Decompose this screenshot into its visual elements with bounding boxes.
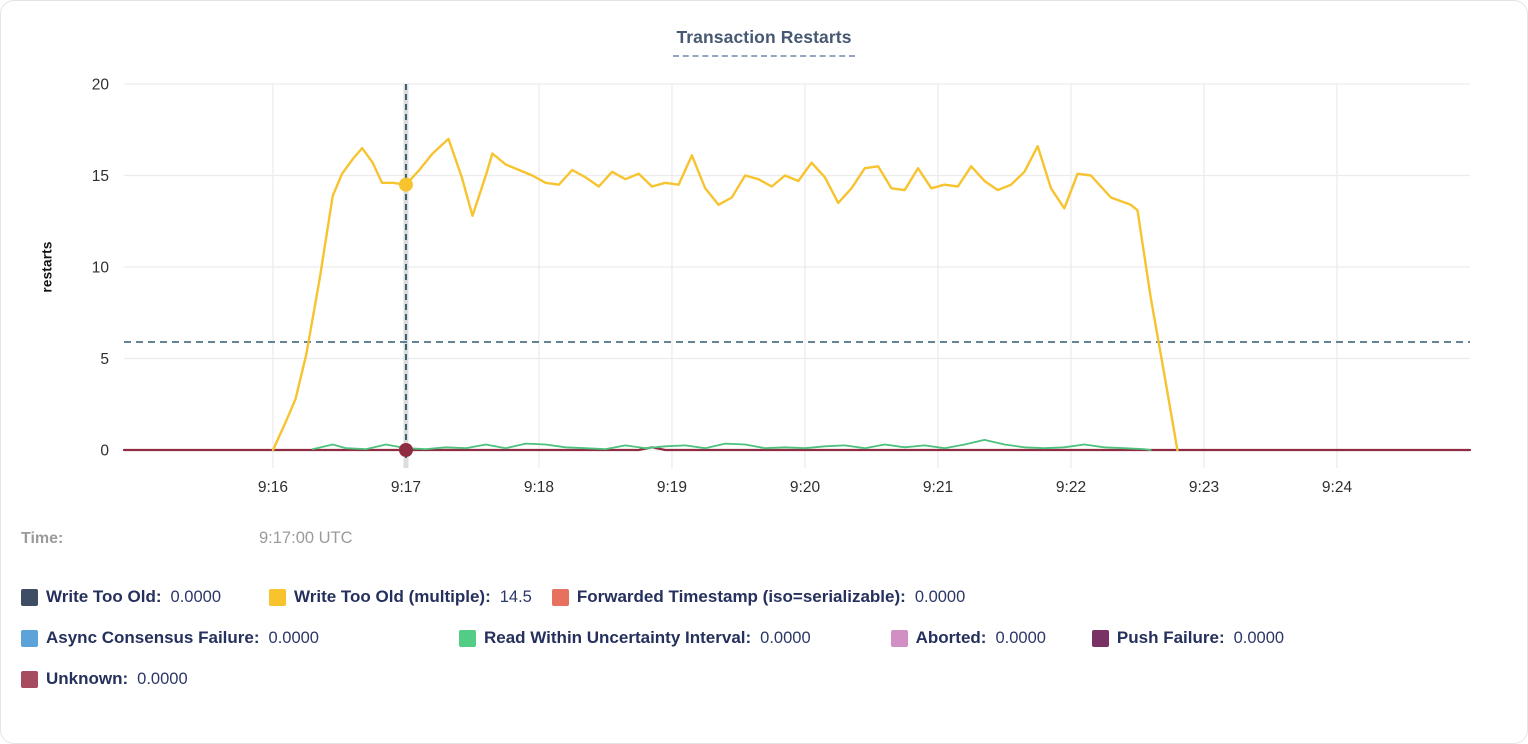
legend-item-push-failure[interactable]: Push Failure: 0.0000 — [1091, 628, 1285, 648]
time-value: 9:17:00 UTC — [259, 529, 353, 547]
legend-item-unknown[interactable]: Unknown: 0.0000 — [21, 669, 188, 689]
crosshair-dot-write-too-old-multiple — [398, 177, 413, 192]
legend-item-aborted[interactable]: Aborted: 0.0000 — [890, 628, 1046, 648]
y-axis-label: restarts — [39, 241, 55, 293]
legend-value: 0.0000 — [268, 628, 319, 647]
legend-label: Write Too Old (multiple): — [294, 587, 491, 606]
chart-title[interactable]: Transaction Restarts — [673, 27, 855, 57]
x-tick-label: 9:23 — [1189, 479, 1219, 496]
legend-swatch — [21, 588, 38, 606]
legend-row: Unknown: 0.0000 — [21, 669, 1517, 689]
legend-swatch — [21, 629, 38, 647]
legend-value: 0.0000 — [914, 587, 966, 606]
legend-label: Read Within Uncertainty Interval: — [483, 628, 752, 647]
legend-value: 14.5 — [499, 587, 532, 606]
legend: Write Too Old: 0.0000 Write Too Old (multi… — [21, 587, 1517, 710]
legend-item-forwarded-timestamp-iso-serializable[interactable]: Forwarded Timestamp (iso=serializable): 0… — [551, 587, 966, 607]
legend-value: 0.0000 — [137, 669, 188, 688]
time-row: Time: 9:17:00 UTC — [21, 529, 1507, 548]
legend-label: Forwarded Timestamp (iso=serializable): — [576, 587, 906, 606]
y-tick-label: 0 — [100, 443, 109, 460]
legend-item-write-too-old[interactable]: Write Too Old: 0.0000 — [21, 587, 221, 607]
legend-label: Async Consensus Failure: — [46, 628, 260, 647]
x-tick-label: 9:22 — [1056, 479, 1086, 496]
legend-value: 0.0000 — [170, 587, 221, 606]
legend-row: Async Consensus Failure: 0.0000 Read Withi… — [21, 628, 1517, 648]
legend-value: 0.0000 — [760, 628, 811, 647]
x-tick-label: 9:20 — [790, 479, 821, 496]
legend-label: Aborted: — [915, 628, 987, 647]
crosshair-dot-unknown — [398, 443, 413, 457]
legend-swatch — [458, 629, 476, 647]
x-tick-label: 9:18 — [524, 479, 554, 496]
legend-swatch — [269, 588, 286, 606]
legend-label: Write Too Old: — [46, 587, 162, 606]
x-tick-label: 9:24 — [1322, 479, 1353, 496]
legend-swatch — [1091, 629, 1109, 647]
legend-value: 0.0000 — [995, 628, 1046, 647]
legend-swatch — [890, 629, 908, 647]
y-tick-label: 15 — [92, 168, 109, 185]
x-tick-label: 9:21 — [923, 479, 953, 496]
chart-title-row: Transaction Restarts — [1, 27, 1527, 57]
legend-item-write-too-old-multiple[interactable]: Write Too Old (multiple): 14.5 — [269, 587, 532, 607]
transaction-restarts-chart[interactable]: 0 5 10 15 20 9:16 9:17 9:18 9:19 9:20 9:21 9:22 9:23… — [1, 1, 1528, 506]
legend-value: 0.0000 — [1233, 628, 1285, 647]
x-tick-label: 9:16 — [258, 479, 288, 496]
y-tick-label: 10 — [92, 260, 110, 277]
x-tick-label: 9:19 — [657, 479, 687, 496]
legend-label: Push Failure: — [1116, 628, 1225, 647]
x-tick-label: 9:17 — [391, 479, 421, 496]
time-label: Time: — [21, 530, 64, 547]
y-tick-label: 5 — [100, 351, 109, 368]
series-line-read-within-uncertainty-interval — [311, 438, 1152, 451]
legend-label: Unknown: — [46, 669, 129, 688]
legend-item-async-consensus-failure[interactable]: Async Consensus Failure: 0.0000 — [21, 628, 319, 648]
legend-swatch — [551, 588, 569, 606]
legend-item-read-within-uncertainty-interval[interactable]: Read Within Uncertainty Interval: 0.0000 — [458, 628, 811, 648]
legend-swatch — [21, 670, 38, 688]
legend-row: Write Too Old: 0.0000 Write Too Old (multi… — [21, 587, 1517, 607]
y-tick-label: 20 — [92, 77, 110, 94]
